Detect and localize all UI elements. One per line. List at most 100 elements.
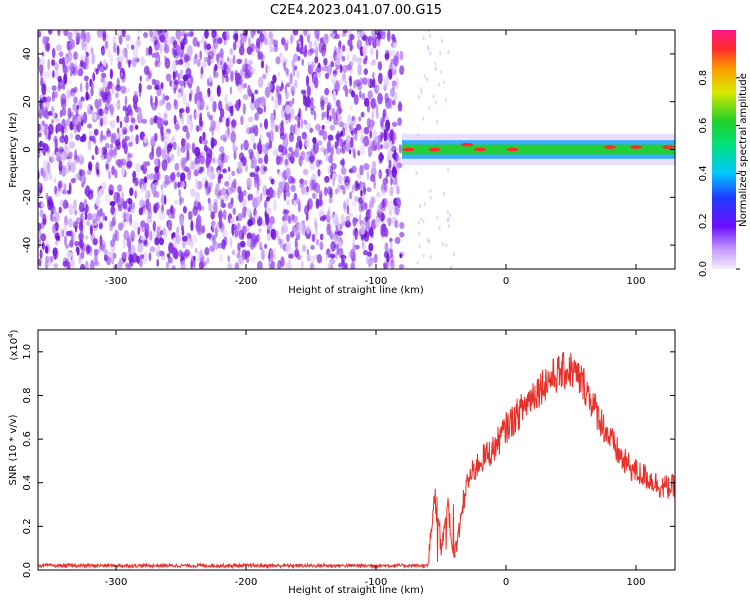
heatmap-cell (219, 146, 225, 153)
heatmap-cell (100, 77, 105, 83)
heatmap-cell (176, 171, 181, 178)
heatmap-cell (123, 129, 127, 135)
heatmap-cell (237, 242, 241, 251)
heatmap-cell (332, 178, 335, 187)
heatmap-cell (83, 75, 89, 82)
heatmap-cell (112, 149, 118, 156)
heatmap-cell (335, 147, 341, 155)
heatmap-cell (356, 57, 362, 64)
heatmap-cell (372, 72, 375, 80)
heatmap-cell (130, 202, 136, 210)
heatmap-cell (220, 59, 223, 65)
heatmap-cell (277, 259, 282, 269)
heatmap-cell (393, 149, 397, 161)
heatmap-cell (242, 94, 249, 100)
heatmap-cell (180, 260, 186, 269)
snr-ticks: -300 -200 -100 0 100 0.0 0.2 0.4 0.6 0.8 1.0 (22, 330, 675, 588)
heatmap-cell (363, 97, 370, 107)
heatmap-cell (294, 79, 298, 89)
heatmap-cell (162, 227, 166, 237)
heatmap-cell (61, 57, 66, 65)
heatmap-cell (50, 205, 56, 215)
heatmap-cell (149, 30, 153, 38)
heatmap-cell (389, 88, 395, 98)
heatmap-cell (138, 82, 142, 93)
heatmap-cell (227, 126, 230, 136)
heatmap-cell (342, 30, 348, 34)
heatmap-cell (262, 73, 267, 80)
x-tick-label: -300 (105, 577, 128, 588)
heatmap-cell (133, 90, 138, 102)
heatmap-cell (321, 66, 326, 72)
heatmap-cell (173, 114, 177, 125)
heatmap-cell (38, 258, 42, 267)
heatmap-cell (241, 83, 246, 89)
heatmap-cell (231, 118, 236, 129)
heatmap-cell (429, 255, 432, 260)
heatmap-cell (236, 58, 243, 65)
heatmap-cell (330, 147, 334, 157)
heatmap-cell (334, 141, 338, 150)
heatmap-cell (375, 48, 379, 61)
heatmap-cell (249, 172, 256, 178)
heatmap-cell (377, 92, 383, 105)
heatmap-cell (383, 76, 390, 88)
heatmap-cell (189, 120, 193, 132)
x-tick-label: -200 (235, 577, 258, 588)
heatmap-cell (101, 48, 105, 57)
y-tick-label: 0.2 (22, 518, 33, 534)
heatmap-cell (324, 72, 330, 80)
heatmap-cell (91, 155, 95, 160)
heatmap-cell (121, 49, 126, 61)
heatmap-cell (391, 166, 398, 178)
heatmap-cell (227, 101, 233, 107)
heatmap-cell (39, 120, 46, 133)
heatmap-cell (387, 248, 392, 255)
heatmap-cell (363, 68, 368, 76)
heatmap-cell (390, 259, 395, 269)
heatmap-cell (148, 45, 153, 56)
heatmap-cell (196, 224, 203, 236)
heatmap-cell (103, 58, 107, 67)
heatmap-cell (294, 125, 298, 136)
heatmap-cell (377, 72, 383, 85)
heatmap-cell (324, 186, 328, 196)
heatmap-cell (373, 253, 378, 264)
heatmap-cell (69, 132, 74, 140)
heatmap-cell (235, 74, 240, 87)
heatmap-cell (112, 211, 117, 222)
heatmap-cell (128, 59, 131, 68)
heatmap-cell (262, 220, 266, 227)
heatmap-cell (173, 98, 177, 107)
colorbar-tick-label: 0.2 (698, 213, 709, 229)
heatmap-cell (215, 120, 221, 132)
heatmap-cell (233, 150, 237, 160)
heatmap-cell (72, 102, 77, 112)
heatmap-cell (85, 260, 89, 269)
heatmap-cell (429, 188, 432, 193)
heatmap-cell (316, 72, 322, 78)
heatmap-cell (210, 211, 215, 220)
heatmap-cell (79, 135, 85, 143)
heatmap-cell (160, 229, 164, 236)
heatmap-cell (184, 166, 189, 173)
x-tick-label: -100 (365, 577, 388, 588)
heatmap-cell (171, 80, 175, 91)
heatmap-cell (91, 53, 95, 65)
heatmap-cell (268, 186, 274, 199)
heatmap-cell (315, 46, 319, 59)
heatmap-cell (101, 72, 107, 79)
heatmap-cell (352, 217, 358, 225)
heatmap-cell (174, 123, 180, 130)
heatmap-cell (144, 228, 149, 237)
heatmap-cell (104, 101, 111, 111)
heatmap-cell (128, 141, 133, 147)
heatmap-cell (359, 77, 364, 85)
heatmap-cell (318, 130, 323, 136)
heatmap-cell (379, 131, 383, 143)
heatmap-cell (390, 177, 393, 186)
heatmap-cell (256, 260, 263, 269)
heatmap-cell (447, 168, 450, 173)
heatmap-cell (199, 249, 203, 258)
heatmap-cell (231, 249, 236, 256)
